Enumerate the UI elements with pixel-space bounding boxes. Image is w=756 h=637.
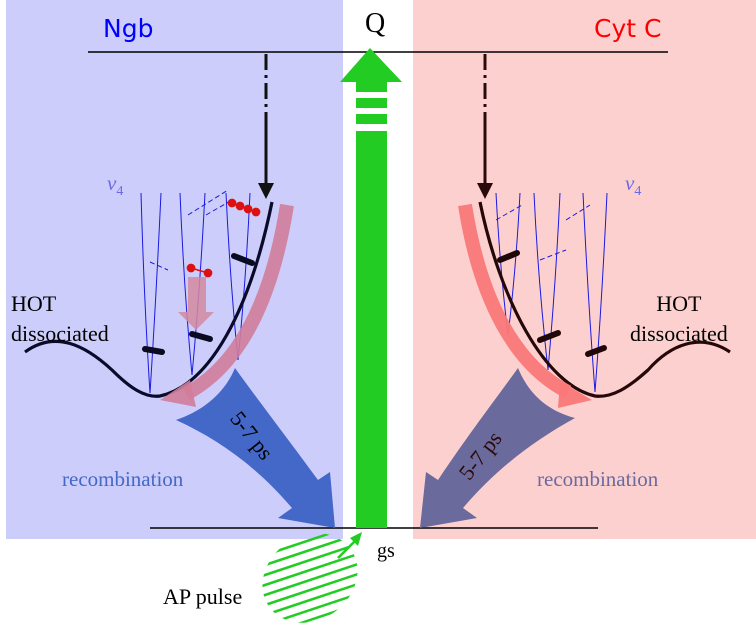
q-state-label: Q — [365, 8, 386, 39]
cytc-state-line2: dissociated — [630, 321, 728, 346]
ngb-mode-symbol: ν — [107, 171, 117, 195]
ngb-descent-arrow — [258, 54, 274, 199]
cytc-recombination-arrow — [420, 368, 575, 528]
ap-pulse-label: AP pulse — [163, 584, 243, 609]
ngb-recombination-label: recombination — [62, 467, 184, 491]
cytc-mode-symbol: ν — [625, 171, 635, 195]
ngb-state-line1: HOT — [11, 291, 57, 316]
ngb-state-line2: dissociated — [11, 321, 109, 346]
ngb-vibrational-wells — [140, 189, 251, 394]
cytc-descent-arrow — [477, 54, 493, 199]
cytc-potential-curve — [478, 201, 731, 398]
ngb-title: Ngb — [103, 14, 154, 43]
ngb-level-markers — [142, 253, 255, 355]
excitation-arrow — [340, 48, 402, 528]
ngb-mode-label: ν4 — [107, 171, 123, 200]
cytc-state-label: HOT dissociated — [630, 289, 728, 349]
cytc-state-line1: HOT — [656, 291, 702, 316]
ngb-state-label: HOT dissociated — [11, 289, 109, 349]
cytc-recombination-label: recombination — [537, 467, 659, 491]
ngb-potential-curve — [24, 201, 274, 398]
cytc-mode-label: ν4 — [625, 171, 641, 200]
ngb-relaxation-arrow — [178, 277, 214, 330]
ngb-mode-index: 4 — [116, 184, 124, 200]
gs-state-label: gs — [377, 540, 395, 562]
ngb-recombination-arrow — [176, 368, 335, 528]
ngb-cooling-arrow — [160, 203, 294, 407]
cytc-title: Cyt C — [594, 14, 662, 43]
cytc-level-markers — [497, 250, 607, 357]
ngb-population-dots — [186, 198, 261, 278]
cytc-mode-index: 4 — [634, 184, 642, 200]
cytc-cooling-arrow — [458, 203, 592, 408]
